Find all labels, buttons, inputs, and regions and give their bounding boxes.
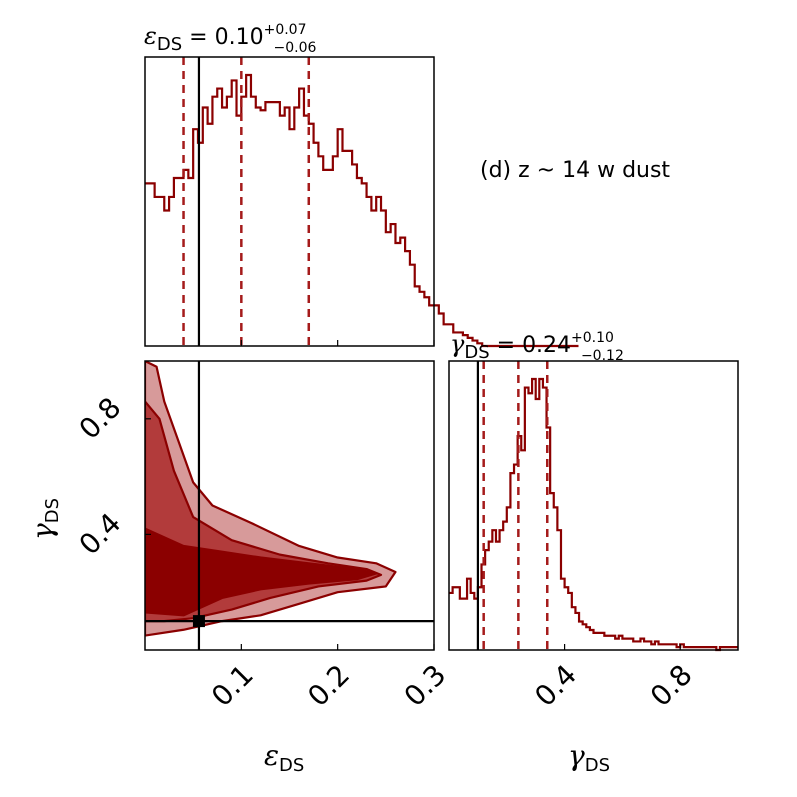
joint-y-tick-label: 0.8 (73, 391, 128, 446)
gamma-median: 0.24 (522, 333, 571, 358)
gamma-summary-title: γDS = 0.24+0.10 −0.12 (450, 330, 624, 364)
joint-y-tick-label: 0.4 (73, 507, 128, 562)
gamma-x-tick-label: 0.4 (528, 658, 583, 713)
eps-median: 0.10 (215, 25, 264, 50)
eps-summary-title: εDS = 0.10+0.07 −0.06 (144, 22, 316, 56)
eps-title-symbol: ε (144, 22, 157, 50)
eps-hist-frame (144, 56, 435, 347)
joint-x-tick-label: 0.2 (301, 658, 356, 713)
eps-histogram-panel: εDS = 0.10+0.07 −0.06 (144, 22, 579, 348)
eps-minus: −0.06 (274, 40, 317, 56)
gamma-histogram-panel: γDS = 0.24+0.10 −0.12 0.4 0.8 γDS (448, 330, 739, 776)
gamma-title-subscript: DS (464, 342, 489, 363)
gamma-x-tick-label: 0.8 (644, 658, 699, 713)
gamma-title-symbol: γ (450, 330, 465, 358)
y-axis-label: γDS (26, 498, 63, 540)
panel-annotation: (d) z ~ 14 w dust (480, 158, 670, 183)
gamma-plus: +0.10 (571, 330, 614, 346)
joint-x-tick-label: 0.3 (398, 658, 453, 713)
joint-frame (144, 360, 435, 651)
eps-title-subscript: DS (157, 34, 182, 55)
gamma-minus: −0.12 (581, 348, 624, 364)
joint-x-tick-label: 0.1 (205, 658, 260, 713)
joint-truth-marker (192, 615, 205, 628)
eps-plus: +0.07 (264, 22, 307, 38)
x-axis-label: εDS (264, 739, 304, 776)
eps-hist-step (145, 73, 579, 348)
gamma-hist-frame (448, 360, 739, 651)
gamma-x-axis-label: γDS (568, 739, 610, 776)
joint-contour-panel: 0.1 0.2 0.3 0.4 0.8 εDS γDS (26, 360, 453, 776)
gamma-hist-step (449, 377, 738, 652)
contour-inner (145, 527, 378, 617)
